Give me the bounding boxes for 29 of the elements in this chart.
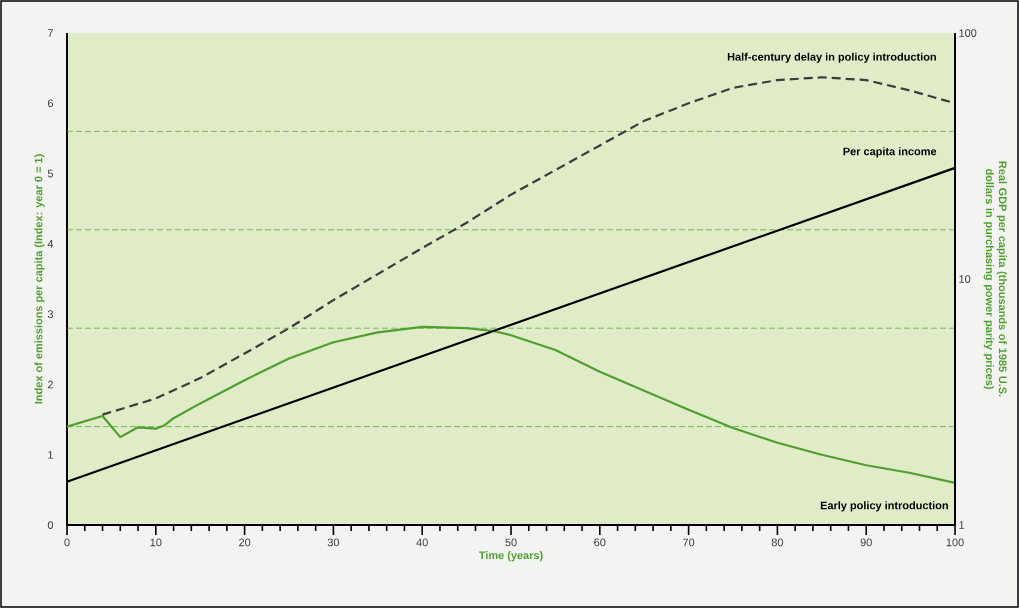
y-tick-label: 3 — [47, 310, 53, 319]
y-tick-label: 7 — [47, 29, 53, 37]
x-tick-label: 40 — [416, 538, 428, 547]
y-tick-label: 4 — [47, 240, 54, 248]
y-tick-label: 1 — [48, 450, 53, 459]
x-tick-label: 10 — [150, 538, 162, 547]
x-tick-label: 50 — [505, 538, 517, 547]
x-axis-title: Time (years) — [478, 551, 543, 562]
x-tick-label: 100 — [946, 538, 964, 547]
x-tick-label: 0 — [64, 538, 70, 547]
y-axis-title: Index of emissions per capita (Index: year 0 = 1) — [34, 154, 45, 404]
x-tick-label: 60 — [594, 538, 606, 547]
x-tick-label: 80 — [771, 538, 784, 547]
y2-tick-label: 1 — [959, 521, 965, 529]
y-tick-label: 0 — [47, 521, 54, 529]
x-tick-label: 30 — [327, 538, 340, 547]
y2-tick-label: 100 — [959, 29, 977, 37]
y2-tick-label: 10 — [959, 275, 971, 283]
x-tick-label: 70 — [683, 538, 695, 547]
y-tick-label: 5 — [47, 169, 54, 178]
y-tick-label: 2 — [47, 380, 53, 389]
y-tick-label: 6 — [47, 99, 53, 108]
x-tick-label: 90 — [860, 538, 872, 547]
series-label: Per capita income — [843, 147, 937, 158]
x-tick-label: 20 — [239, 538, 251, 547]
y2-axis-title: Real GDP per capita (thousands of 1985 U.S. dollars in purchasing power parity prices) — [983, 161, 1007, 397]
line-series — [65, 325, 957, 484]
series-label: Early policy introduction — [820, 501, 948, 512]
series-label: Half-century delay in policy introduction — [727, 52, 936, 63]
